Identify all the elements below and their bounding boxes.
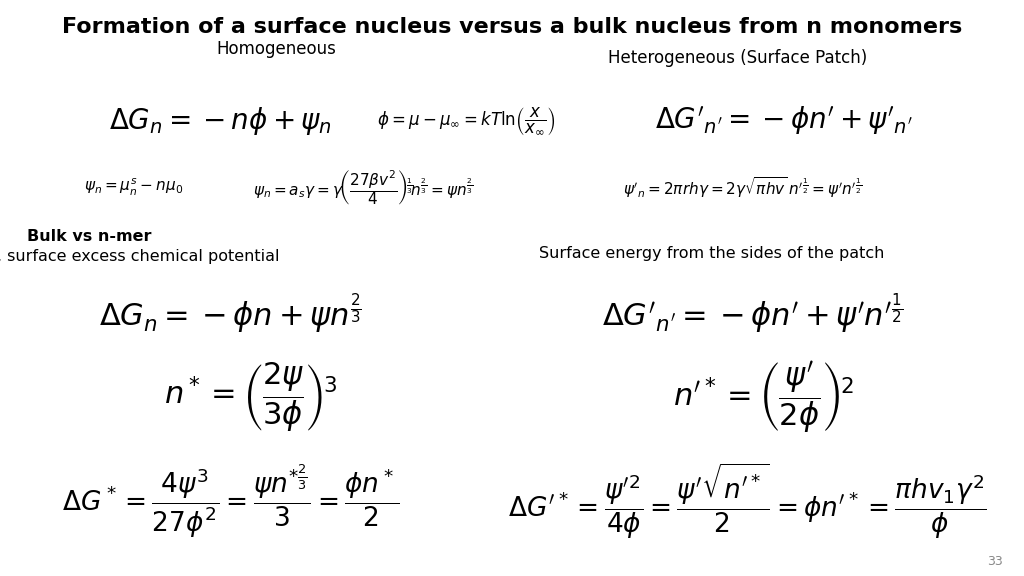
Text: 33: 33 <box>987 555 1004 568</box>
Text: Surface energy from the sides of the patch: Surface energy from the sides of the pat… <box>539 246 885 261</box>
Text: Formation of a surface nucleus versus a bulk nucleus from n monomers: Formation of a surface nucleus versus a … <box>61 17 963 37</box>
Text: $\Delta G^* = \dfrac{4\psi^3}{27\phi^2} = \dfrac{\psi n^{*\frac{2}{3}}}{3} = \df: $\Delta G^* = \dfrac{4\psi^3}{27\phi^2} … <box>61 463 399 540</box>
Text: $n^* = \left(\dfrac{2\psi}{3\phi}\right)^{\!3}$: $n^* = \left(\dfrac{2\psi}{3\phi}\right)… <box>165 361 337 434</box>
Text: $\psi_n = \mu_n^s - n\mu_0$: $\psi_n = \mu_n^s - n\mu_0$ <box>84 177 182 198</box>
Text: $\Delta G'^* = \dfrac{\psi'^2}{4\phi} = \dfrac{\psi'\sqrt{n'^*}}{2} = \phi n'^* : $\Delta G'^* = \dfrac{\psi'^2}{4\phi} = … <box>508 461 987 541</box>
Text: $\psi_n = a_s\gamma = \gamma\!\left(\dfrac{27\beta v^2}{4}\right)^{\!\frac{1}{3}: $\psi_n = a_s\gamma = \gamma\!\left(\dfr… <box>253 168 474 207</box>
Text: $\Delta G_{n} = -n\phi + \psi_{n}$: $\Delta G_{n} = -n\phi + \psi_{n}$ <box>109 105 332 137</box>
Text: Heterogeneous (Surface Patch): Heterogeneous (Surface Patch) <box>607 48 867 67</box>
Text: $\Delta G'_{n'} = -\phi n' + \psi' n'^{\frac{1}{2}}$: $\Delta G'_{n'} = -\phi n' + \psi' n'^{\… <box>602 291 903 336</box>
Text: $n'^* = \left(\dfrac{\psi'}{2\phi}\right)^{\!2}$: $n'^* = \left(\dfrac{\psi'}{2\phi}\right… <box>673 359 853 435</box>
Text: $\Delta G_{n} = -\phi n + \psi n^{\frac{2}{3}}$: $\Delta G_{n} = -\phi n + \psi n^{\frac{… <box>99 291 361 336</box>
Text: $\psi'_n = 2\pi rh\gamma = 2\gamma\sqrt{\pi hv}\,n'^{\frac{1}{2}} = \psi' n'^{\f: $\psi'_n = 2\pi rh\gamma = 2\gamma\sqrt{… <box>623 175 862 200</box>
Text: $\phi = \mu - \mu_{\infty} = kT\ln\!\left(\dfrac{x}{x_{\infty}}\right)$: $\phi = \mu - \mu_{\infty} = kT\ln\!\lef… <box>377 105 555 137</box>
Text: Bulk vs n-mer: Bulk vs n-mer <box>27 229 152 244</box>
Text: $\Delta G'_{n'} = -\phi n' + \psi'_{n'}$: $\Delta G'_{n'} = -\phi n' + \psi'_{n'}$ <box>654 105 912 137</box>
Text: Homogeneous: Homogeneous <box>216 40 337 58</box>
Text: So, surface excess chemical potential: So, surface excess chemical potential <box>0 249 280 264</box>
